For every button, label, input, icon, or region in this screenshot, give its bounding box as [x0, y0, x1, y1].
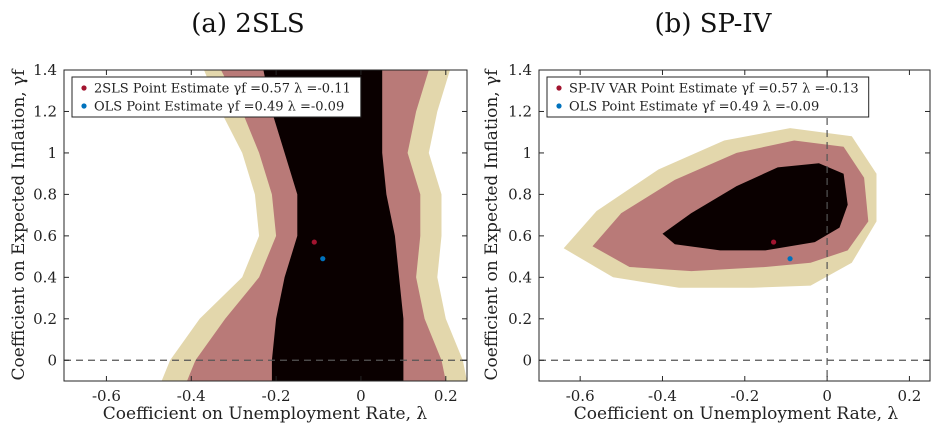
- y-tick-label: 0.2: [33, 310, 57, 328]
- confidence-regions: [563, 128, 877, 288]
- x-axis-label: Coefficient on Unemployment Rate, λ: [574, 404, 899, 424]
- legend: 2SLS Point Estimate γf =0.57 λ =-0.11 OL…: [71, 76, 362, 118]
- panel-title: (a) 2SLS: [191, 9, 304, 39]
- y-tick-label: 0.2: [508, 310, 532, 328]
- legend-marker-2sls: [81, 85, 87, 91]
- legend: SP-IV VAR Point Estimate γf =0.57 λ =-0.…: [546, 76, 870, 118]
- legend-marker-ols: [81, 103, 87, 109]
- iv-point-estimate: [311, 239, 317, 245]
- point-estimates: [771, 239, 793, 262]
- axis-ticks: -0.6 -0.4 -0.2 0 0.2 0 0.2 0.4 0.6 0.8 1 1.2 1.4: [33, 61, 467, 405]
- x-tick-label: 0.2: [434, 387, 458, 405]
- legend-marker-sp-iv: [556, 85, 562, 91]
- y-tick-label: 1.2: [508, 102, 532, 120]
- confidence-regions: [161, 70, 467, 381]
- x-tick-label: -0.4: [177, 387, 206, 405]
- y-tick-label: 0: [522, 351, 532, 369]
- panel-2sls: (a) 2SLS -0.6 -0.4 -0.2 0 0.2 0 0.2 0.4 0.6 0.8 1 1…: [9, 9, 468, 424]
- x-tick-label: 0: [822, 387, 832, 405]
- plot-frame: [538, 69, 931, 382]
- confidence-region-inner: [662, 163, 848, 251]
- legend-label-2sls: 2SLS Point Estimate γf =0.57 λ =-0.11: [94, 82, 351, 97]
- axis-ticks: -0.6 -0.4 -0.2 0 0.2 0 0.2 0.4 0.6 0.8 1 1.2 1.4: [508, 61, 930, 405]
- x-axis-label: Coefficient on Unemployment Rate, λ: [103, 404, 428, 424]
- y-tick-label: 0.6: [33, 227, 57, 245]
- ols-point-estimate: [320, 256, 326, 262]
- panel-sp-iv: (b) SP-IV -0.6 -0.4 -0.2 0 0.2 0 0.2 0.4 0.6 0.8 1…: [482, 9, 931, 424]
- y-tick-label: 0.4: [33, 268, 57, 286]
- y-tick-label: 0.8: [33, 185, 57, 203]
- y-tick-label: 1: [522, 144, 532, 162]
- legend-marker-ols: [556, 103, 562, 109]
- y-axis-label: Coefficient on Expected Inflation, γf: [482, 68, 502, 381]
- confidence-region-inner: [263, 70, 404, 381]
- x-tick-label: 0: [356, 387, 366, 405]
- panel-title: (b) SP-IV: [655, 9, 773, 39]
- y-tick-label: 0.6: [508, 227, 532, 245]
- y-tick-label: 1.4: [508, 61, 532, 79]
- y-tick-label: 0.8: [508, 185, 532, 203]
- x-tick-label: 0.2: [897, 387, 921, 405]
- x-tick-label: -0.6: [566, 387, 595, 405]
- x-tick-label: -0.6: [92, 387, 121, 405]
- y-tick-label: 0.4: [508, 268, 532, 286]
- reference-lines: [539, 70, 930, 381]
- legend-box: [71, 76, 362, 118]
- y-tick-label: 0: [47, 351, 57, 369]
- y-tick-label: 1.2: [33, 102, 57, 120]
- plot-frame: [63, 69, 468, 382]
- x-tick-label: -0.4: [648, 387, 677, 405]
- point-estimates: [311, 239, 326, 262]
- y-tick-label: 1.4: [33, 61, 57, 79]
- legend-box: [546, 76, 870, 118]
- y-axis-label: Coefficient on Expected Inflation, γf: [9, 68, 29, 381]
- legend-label-sp-iv: SP-IV VAR Point Estimate γf =0.57 λ =-0.…: [569, 82, 859, 97]
- ols-point-estimate: [787, 256, 793, 262]
- x-tick-label: -0.2: [730, 387, 759, 405]
- y-tick-label: 1: [47, 144, 57, 162]
- iv-point-estimate: [771, 239, 777, 245]
- legend-label-ols: OLS Point Estimate γf =0.49 λ =-0.09: [94, 100, 344, 115]
- legend-label-ols: OLS Point Estimate γf =0.49 λ =-0.09: [569, 100, 819, 115]
- x-tick-label: -0.2: [262, 387, 291, 405]
